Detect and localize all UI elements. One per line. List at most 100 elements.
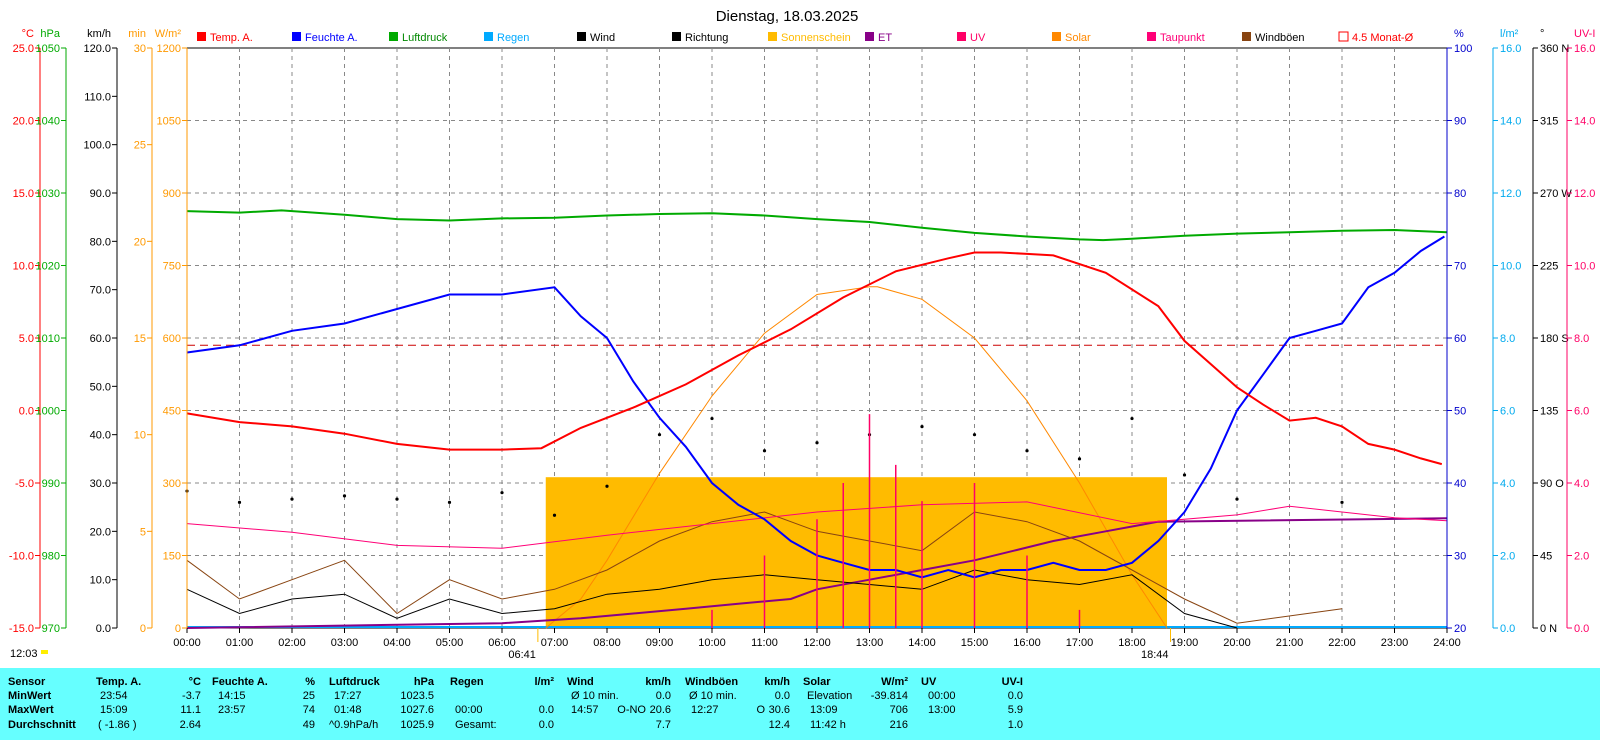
chart-title: Dienstag, 18.03.2025 — [716, 8, 859, 25]
stats-cell: ( -1.86 ) — [98, 719, 137, 731]
direction-point — [290, 497, 294, 501]
stats-cell: 49 — [302, 719, 315, 731]
legend-swatch — [957, 32, 966, 41]
stats-header-unit: l/m² — [534, 676, 554, 688]
stats-cell: 7.7 — [655, 719, 671, 731]
x-tick-label: 17:00 — [1066, 637, 1094, 649]
stats-cell: 1027.6 — [400, 704, 434, 716]
axis-tick-label: 80 — [1454, 188, 1466, 200]
axis-unit-label: min — [128, 28, 146, 40]
axis-tick-label: 12.0 — [1500, 188, 1521, 200]
x-tick-label: 08:00 — [593, 637, 621, 649]
legend-swatch — [1147, 32, 1156, 41]
axis-tick-label: 150 — [163, 551, 181, 563]
axis-unit-label: % — [1454, 28, 1464, 40]
sunset-label: 18:44 — [1141, 649, 1169, 661]
stats-cell: 14:57 — [571, 704, 599, 716]
axis-tick-label: 1010 — [36, 333, 60, 345]
x-tick-label: 19:00 — [1171, 637, 1199, 649]
stats-cell: 20.6 — [649, 704, 671, 716]
axis-tick-label: 1200 — [157, 43, 181, 55]
axis-tick-label: 1050 — [157, 116, 181, 128]
axis-tick-label: 2.0 — [1500, 551, 1515, 563]
axis-tick-label: 20 — [134, 236, 146, 248]
stats-cell: 0.0 — [1007, 690, 1023, 702]
axis-tick-label: 10.0 — [1574, 261, 1595, 273]
series-line-luftdruck — [186, 209, 1448, 242]
legend-swatch — [197, 32, 206, 41]
legend-label: Regen — [497, 32, 529, 44]
stats-cell: 0.0 — [774, 690, 790, 702]
axis-tick-label: 90.0 — [90, 188, 111, 200]
x-tick-label: 18:00 — [1118, 637, 1146, 649]
x-tick-label: 11:00 — [751, 637, 778, 649]
stats-cell: 23:54 — [100, 690, 128, 702]
legend-swatch — [672, 32, 681, 41]
stats-cell: 15:09 — [100, 704, 128, 716]
stats-cell: 12:27 — [691, 704, 719, 716]
axis-tick-label: 50.0 — [90, 381, 111, 393]
axis-tick-label: 4.0 — [1500, 478, 1515, 490]
x-tick-label: 01:00 — [226, 637, 254, 649]
axis-tick-label: 0.0 — [1500, 623, 1515, 635]
sunshine-layer — [545, 477, 1167, 628]
axis-tick-label: 980 — [42, 551, 60, 563]
legend-swatch — [577, 32, 586, 41]
stats-cell: -39.814 — [870, 690, 908, 702]
stats-row-label: Durchschnitt — [8, 719, 76, 731]
stats-cell: 30.6 — [768, 704, 790, 716]
stats-cell: 74 — [302, 704, 315, 716]
direction-point — [1025, 449, 1029, 453]
stats-cell: 12.4 — [768, 719, 790, 731]
stats-cell: 00:00 — [928, 690, 956, 702]
series-line-temp-a — [186, 251, 1443, 466]
legend-swatch — [389, 32, 398, 41]
axis-tick-label: 1040 — [36, 116, 60, 128]
axis-tick-label: 180 S — [1540, 333, 1569, 345]
stats-cell: 13:00 — [928, 704, 956, 716]
x-tick-label: 05:00 — [436, 637, 464, 649]
stats-cell: 23:57 — [218, 704, 246, 716]
axis-tick-label: 10 — [134, 430, 146, 442]
stats-row-label: MinWert — [8, 690, 52, 702]
axis-tick-label: 20.0 — [13, 116, 34, 128]
axis-tick-label: 30 — [1454, 551, 1466, 563]
legend-label: ET — [878, 32, 892, 44]
axis-tick-label: 6.0 — [1500, 406, 1515, 418]
axis-tick-label: 20 — [1454, 623, 1466, 635]
axis-tick-label: 0 N — [1540, 623, 1557, 635]
axis-tick-label: 750 — [163, 261, 181, 273]
axis-tick-label: 1030 — [36, 188, 60, 200]
direction-point — [762, 449, 767, 453]
axis-tick-label: 30 — [134, 43, 146, 55]
axis-tick-label: 360 N — [1540, 43, 1569, 55]
direction-point — [447, 500, 452, 504]
direction-point — [395, 497, 399, 501]
direction-point — [500, 491, 504, 495]
axis-tick-label: 1000 — [36, 406, 60, 418]
x-tick-label: 04:00 — [383, 637, 411, 649]
direction-point — [1130, 416, 1134, 421]
legend-swatch — [1052, 32, 1061, 41]
legend-label: Feuchte A. — [305, 32, 358, 44]
axis-tick-label: 15.0 — [13, 188, 34, 200]
legend-label: Solar — [1065, 32, 1091, 44]
stats-header-unit: °C — [188, 676, 201, 688]
direction-point — [1077, 457, 1082, 461]
axis-tick-label: 4.0 — [1574, 478, 1589, 490]
x-tick-label: 14:00 — [908, 637, 936, 649]
direction-point — [1340, 500, 1344, 504]
axis-tick-label: 600 — [163, 333, 181, 345]
axis-unit-label: ° — [1540, 28, 1544, 40]
stats-cell: 1023.5 — [400, 690, 434, 702]
sunrise-label: 06:41 — [508, 649, 536, 661]
legend-swatch — [1338, 31, 1349, 42]
x-tick-label: 23:00 — [1381, 637, 1409, 649]
legend-swatch — [865, 32, 874, 41]
series-line-wind — [186, 569, 1238, 629]
axis-tick-label: 270 W — [1540, 188, 1572, 200]
axis-tick-label: 50 — [1454, 406, 1466, 418]
legend-swatch — [292, 32, 301, 41]
legend-label: 4.5 Monat-Ø — [1352, 32, 1414, 44]
sun-time-label: 12:03 — [10, 648, 38, 660]
